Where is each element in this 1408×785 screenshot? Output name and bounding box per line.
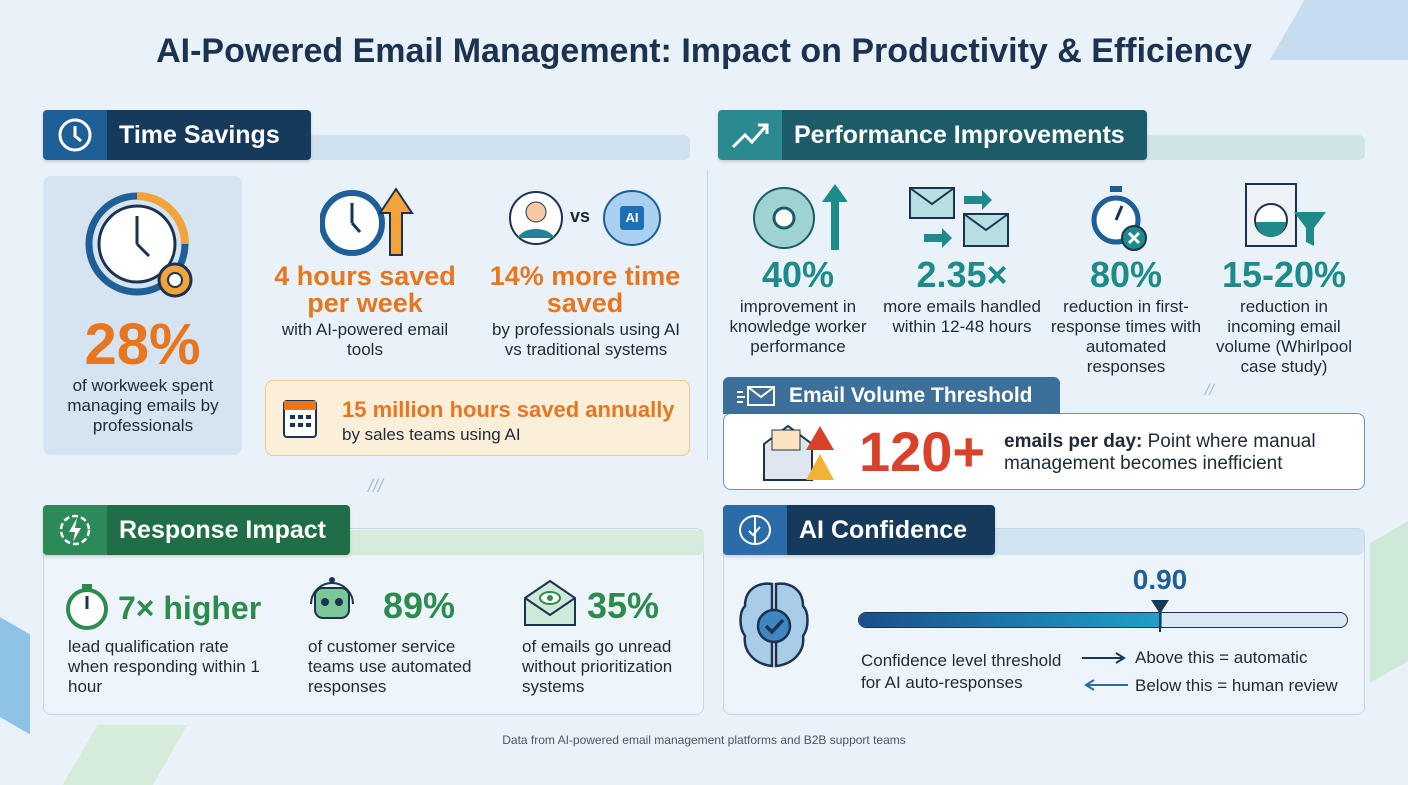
robot-headset-icon	[310, 577, 354, 619]
envelope-fast-icon	[737, 385, 775, 406]
stat-text: reduction in incoming email volume (Whir…	[1215, 297, 1353, 376]
divider	[707, 170, 708, 460]
decoration	[0, 605, 30, 735]
threshold-text: Point where manual management becomes in…	[1004, 431, 1316, 474]
envelope-eye-icon	[524, 579, 576, 626]
brain-check-icon	[739, 582, 809, 668]
stat-value: 80%	[1089, 254, 1163, 295]
footer-source: Data from AI-powered email management pl…	[502, 733, 906, 747]
brain-gear-arrow-icon	[753, 184, 847, 250]
clock-gear-icon	[85, 192, 193, 298]
envelope-warning-icon	[763, 424, 834, 481]
header-bar	[1140, 135, 1365, 160]
callout-text: by sales teams using AI	[342, 425, 521, 444]
stat-text: with AI-powered email tools	[281, 320, 449, 359]
stat-text: of customer service teams use automated …	[308, 637, 472, 696]
clock-arrow-up-icon	[320, 187, 414, 256]
stat-value: 14% more time saved	[489, 261, 681, 318]
stopwatch-x-icon	[1091, 186, 1147, 251]
person-vs-ai-brain-icon: vs AI	[508, 188, 664, 248]
clock-icon	[43, 110, 107, 160]
below-threshold-text: Below this = human review	[1135, 676, 1338, 695]
marker-triangle-icon	[1151, 600, 1169, 614]
header-bar	[340, 530, 704, 555]
ai-confidence-header: AI Confidence	[723, 505, 995, 555]
stat-text: more emails handled within 12-48 hours	[883, 297, 1041, 336]
callout-value: 15 million hours saved annually	[342, 397, 675, 422]
header-bar	[990, 529, 1364, 555]
stat-value: 89%	[383, 585, 456, 626]
threshold-label: 0.90	[1132, 564, 1188, 595]
stat-text: lead qualification rate when responding …	[68, 637, 260, 696]
arrow-left-icon	[1084, 679, 1128, 691]
stat-text: of emails go unread without prioritizati…	[522, 637, 673, 696]
header-bar	[300, 135, 690, 160]
stopwatch-icon	[66, 584, 108, 630]
emails-forward-icon	[909, 187, 1009, 248]
stat-value: 35%	[587, 585, 660, 626]
brain-clock-icon	[723, 505, 787, 555]
email-volume-card: 120+ emails per day: Point where manual …	[723, 413, 1365, 490]
response-impact-header: Response Impact	[43, 505, 350, 555]
stat-value: 7× higher	[118, 590, 262, 626]
decoration	[1370, 496, 1408, 684]
stat-text: improvement in knowledge worker performa…	[729, 297, 867, 356]
stat-value: 2.35×	[916, 254, 1008, 295]
section-title: Performance Improvements	[782, 110, 1147, 160]
trend-up-icon	[718, 110, 782, 160]
threshold-value: 120+	[859, 420, 986, 483]
divider: ///	[368, 476, 384, 496]
email-volume-header: Email Volume Threshold	[723, 377, 1060, 414]
stat-text: by professionals using AI vs traditional…	[491, 320, 681, 359]
stat-value: 28%	[84, 312, 201, 377]
lightning-icon	[43, 505, 107, 555]
callout-card: 15 million hours saved annually by sales…	[265, 380, 690, 456]
stat-value: 40%	[761, 254, 835, 295]
stat-text: reduction in first-response times with a…	[1050, 297, 1202, 376]
confidence-description: Confidence level threshold for AI auto-r…	[861, 651, 1062, 692]
stat-card-main: 28% of workweek spent managing emails by…	[43, 176, 242, 455]
section-title: Time Savings	[107, 110, 311, 160]
response-card	[43, 528, 704, 715]
divider: //	[1205, 382, 1214, 399]
stat-text: of workweek spent managing emails by pro…	[67, 376, 219, 435]
section-title: AI Confidence	[787, 505, 995, 555]
confidence-slider	[858, 612, 1348, 628]
section-title: Email Volume Threshold	[789, 383, 1033, 407]
page-title: AI-Powered Email Management: Impact on P…	[156, 32, 1252, 70]
calendar-icon	[283, 400, 317, 438]
stat-value: 15-20%	[1221, 254, 1347, 295]
section-title: Response Impact	[107, 505, 350, 555]
threshold-unit: emails per day:	[1004, 431, 1143, 452]
performance-header: Performance Improvements	[718, 110, 1147, 160]
arrow-right-icon	[1082, 652, 1126, 664]
washer-filter-icon	[1245, 183, 1326, 247]
time-savings-header: Time Savings	[43, 110, 311, 160]
performance-icons	[718, 180, 1368, 252]
above-threshold-text: Above this = automatic	[1135, 648, 1308, 667]
stat-value: 4 hours saved per week	[274, 261, 456, 318]
confidence-fill	[859, 613, 1162, 627]
threshold-marker	[1159, 600, 1161, 632]
